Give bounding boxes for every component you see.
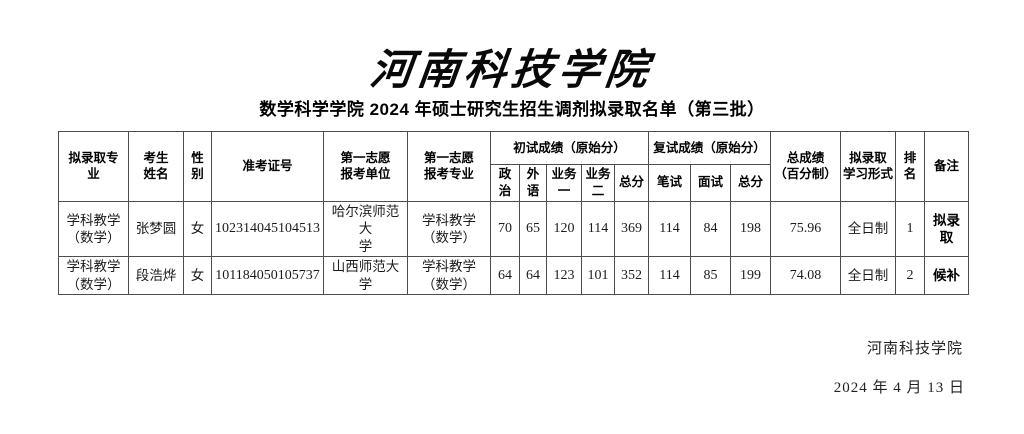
header-exam-id: 准考证号 — [211, 131, 324, 202]
cell-retest-total: 198 — [730, 200, 772, 258]
header-major: 拟录取专 业 — [58, 131, 129, 202]
cell-study-form: 全日制 — [840, 200, 897, 258]
school-logo-calligraphy: 河南科技学院 — [367, 45, 656, 94]
cell-interview: 84 — [690, 200, 732, 258]
admission-list-table: 拟录取专 业 考生 姓名 性 别 准考证号 第一志愿 报考单位 第一志愿 报考专… — [58, 131, 970, 296]
header-first-choice-major: 第一志愿 报考专业 — [407, 131, 491, 202]
header-candidate-name: 考生 姓名 — [128, 131, 184, 202]
footer-organization: 河南科技学院 — [866, 341, 963, 357]
footer-date: 2024 年 4 月 13 日 — [833, 380, 965, 396]
header-major-course-1: 业务 一 — [546, 164, 582, 202]
cell-major: 学科教学 （数学） — [58, 200, 129, 258]
header-study-form: 拟录取 学习形式 — [840, 131, 897, 202]
header-retest-score-group: 复试成绩（原始分） — [648, 131, 772, 165]
cell-major: 学科教学 （数学） — [58, 256, 129, 296]
header-written-test: 笔试 — [648, 164, 692, 202]
header-remark: 备注 — [924, 131, 970, 202]
cell-exam-id: 102314045104513 — [211, 200, 324, 258]
cell-major-course-2: 114 — [581, 200, 615, 258]
header-first-choice-unit: 第一志愿 报考单位 — [323, 131, 408, 202]
cell-politics: 64 — [490, 256, 520, 296]
cell-major-course-1: 123 — [546, 256, 582, 296]
cell-retest-total: 199 — [730, 256, 772, 296]
cell-gender: 女 — [183, 200, 212, 258]
header-gender: 性 别 — [183, 131, 212, 202]
cell-study-form: 全日制 — [840, 256, 897, 296]
cell-first-choice-major: 学科教学 （数学） — [407, 200, 491, 258]
cell-written-test: 114 — [648, 200, 692, 258]
header-initial-score-group: 初试成绩（原始分） — [489, 131, 650, 165]
header-row-2: 政 治 外 语 业务 一 业务 二 总分 笔试 面试 总分 — [59, 164, 969, 202]
cell-foreign-language: 65 — [519, 200, 547, 258]
cell-first-choice-major: 学科教学 （数学） — [407, 256, 491, 296]
table-header: 拟录取专 业 考生 姓名 性 别 准考证号 第一志愿 报考单位 第一志愿 报考专… — [58, 131, 970, 202]
cell-politics: 70 — [490, 200, 520, 258]
cell-initial-total: 369 — [613, 200, 650, 258]
cell-initial-total: 352 — [613, 256, 650, 296]
table-row: 学科教学 （数学） 段浩烨 女 101184050105737 山西师范大学 学… — [58, 256, 970, 296]
cell-foreign-language: 64 — [519, 256, 547, 296]
header-major-course-2: 业务 二 — [581, 164, 615, 202]
cell-major-course-1: 120 — [546, 200, 582, 258]
header-initial-total: 总分 — [613, 164, 650, 202]
cell-remark: 候补 — [924, 256, 970, 296]
cell-written-test: 114 — [648, 256, 692, 296]
cell-final-score: 74.08 — [770, 256, 842, 296]
header-final-score: 总成绩 （百分制） — [770, 131, 842, 202]
cell-exam-id: 101184050105737 — [211, 256, 324, 296]
table-row: 学科教学 （数学） 张梦圆 女 102314045104513 哈尔滨师范大 学… — [58, 200, 970, 258]
cell-gender: 女 — [183, 256, 212, 296]
cell-rank: 2 — [895, 256, 926, 296]
header-row-1: 拟录取专 业 考生 姓名 性 别 准考证号 第一志愿 报考单位 第一志愿 报考专… — [58, 131, 970, 202]
header-rank: 排 名 — [895, 131, 926, 202]
cell-final-score: 75.96 — [770, 200, 842, 258]
cell-major-course-2: 101 — [581, 256, 615, 296]
header-foreign-language: 外 语 — [519, 164, 547, 202]
cell-first-choice-unit: 哈尔滨师范大 学 — [323, 200, 408, 258]
cell-candidate-name: 段浩烨 — [128, 256, 184, 296]
cell-first-choice-unit: 山西师范大学 — [323, 256, 408, 296]
cell-remark: 拟录取 — [924, 200, 970, 258]
document-title: 数学科学学院 2024 年硕士研究生招生调剂拟录取名单（第三批） — [259, 100, 765, 119]
header-politics: 政 治 — [490, 164, 520, 202]
header-retest-total: 总分 — [730, 164, 772, 202]
table-body: 学科教学 （数学） 张梦圆 女 102314045104513 哈尔滨师范大 学… — [58, 200, 970, 296]
header-interview: 面试 — [690, 164, 732, 202]
cell-interview: 85 — [690, 256, 732, 296]
cell-rank: 1 — [895, 200, 926, 258]
cell-candidate-name: 张梦圆 — [128, 200, 184, 258]
